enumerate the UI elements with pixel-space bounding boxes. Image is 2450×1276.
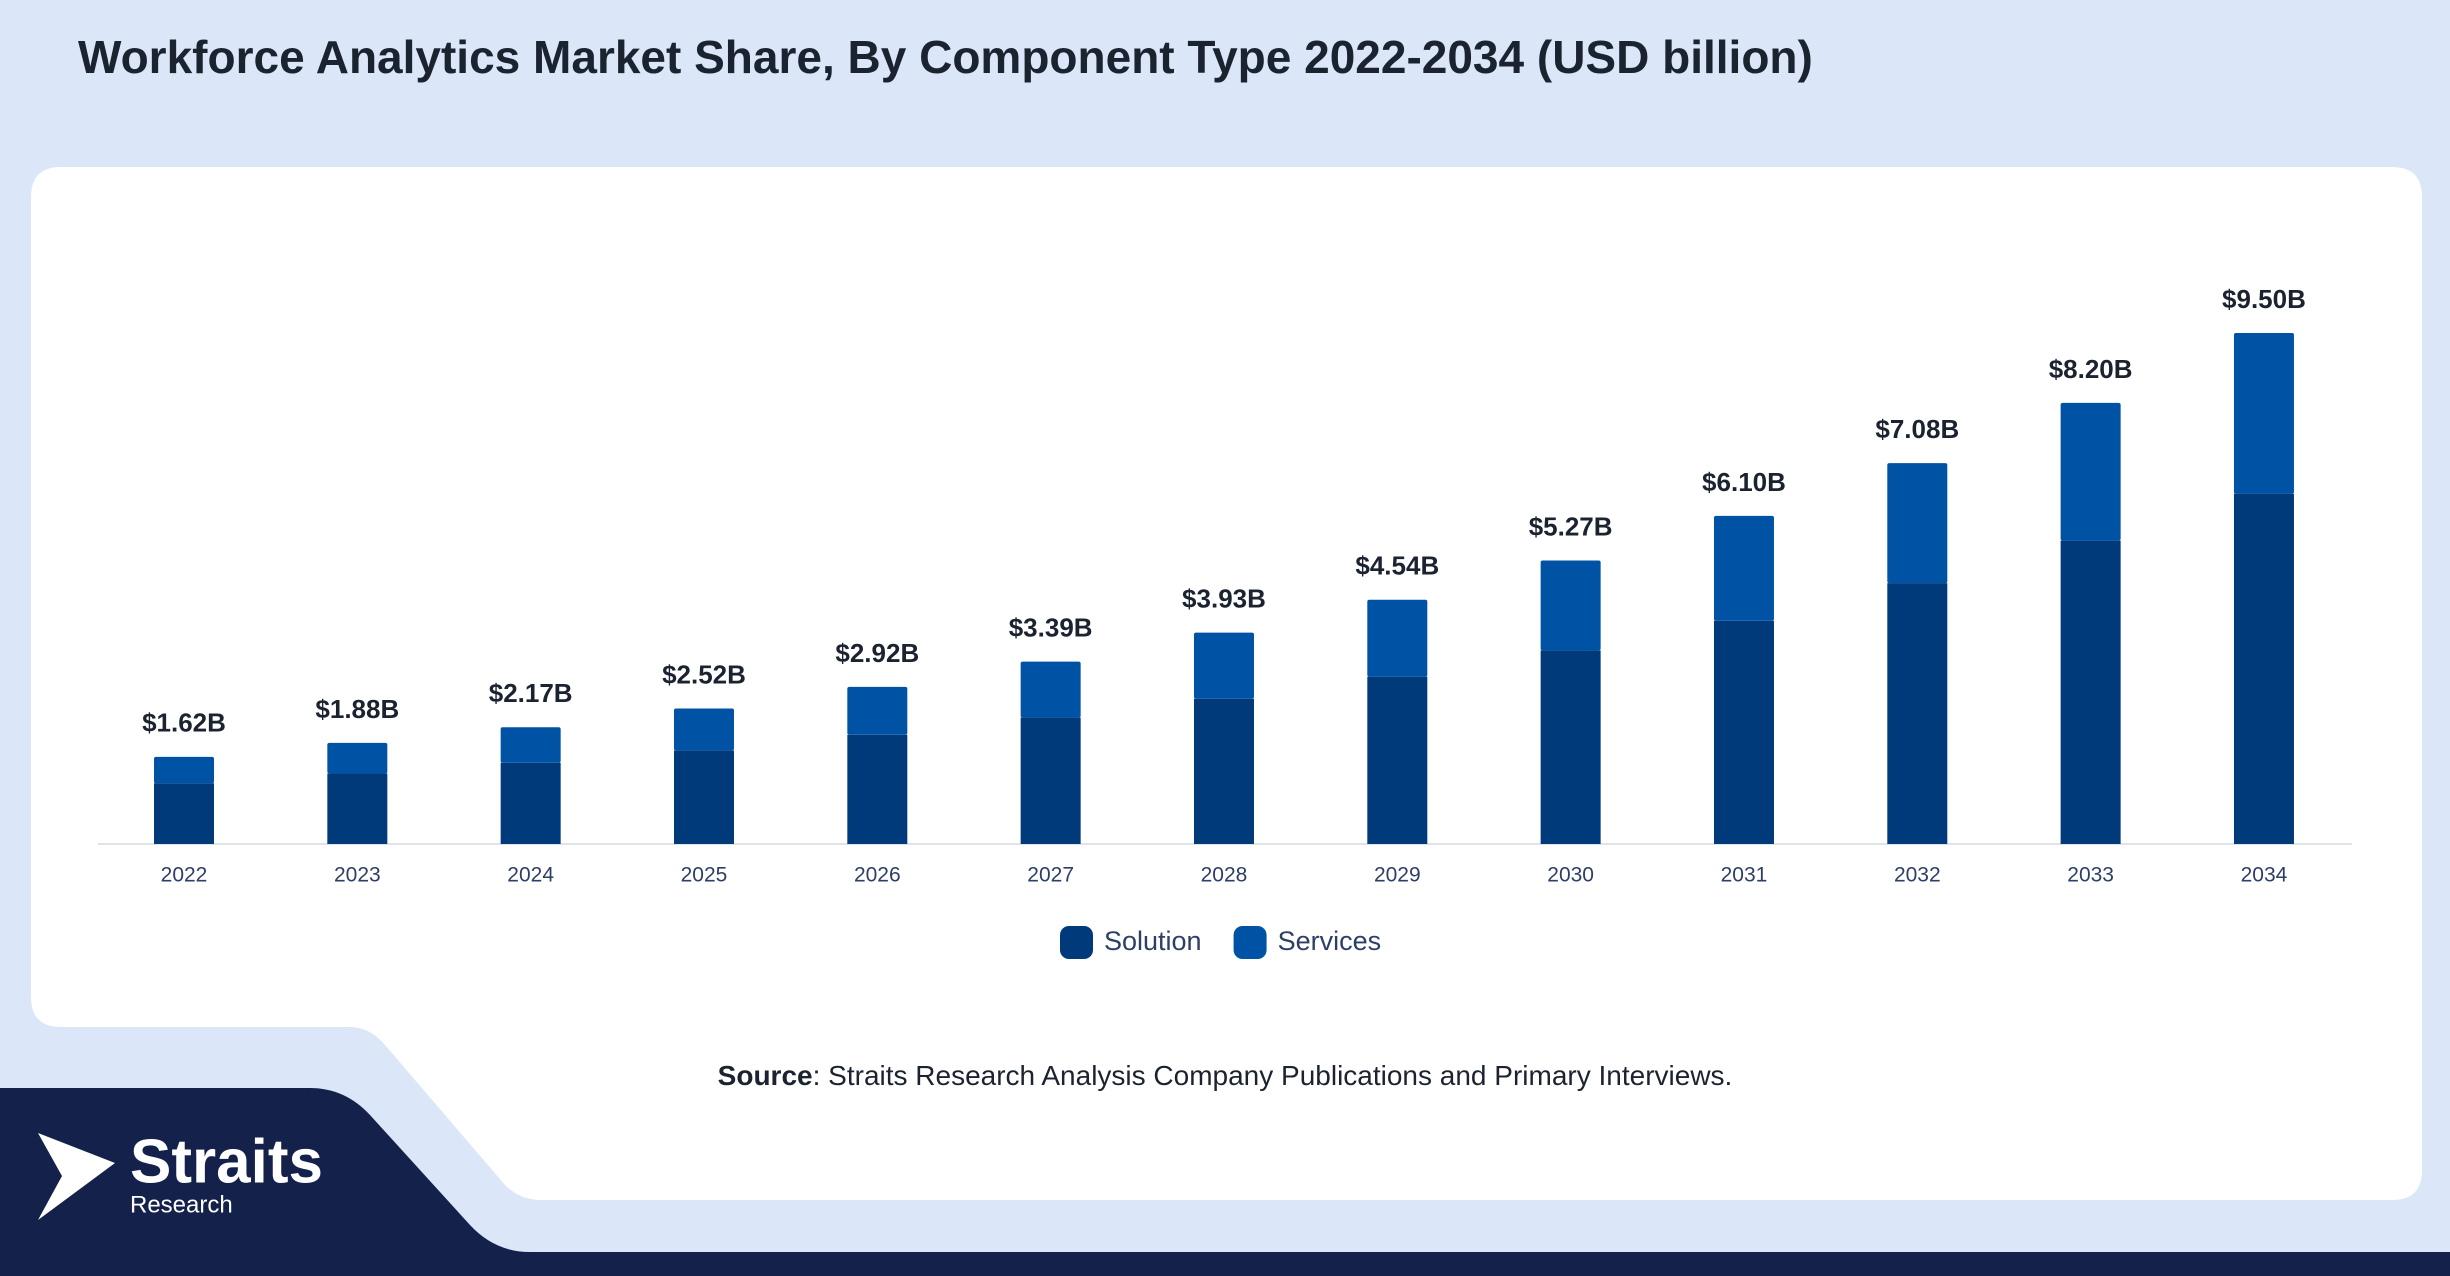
total-label: $6.10B xyxy=(1702,467,1786,497)
total-label: $1.62B xyxy=(142,708,226,738)
x-tick-label: 2031 xyxy=(1721,864,1768,887)
legend-label: Services xyxy=(1278,926,1382,956)
bar-segment xyxy=(1020,717,1081,844)
x-tick-label: 2025 xyxy=(681,864,728,887)
bar-segment xyxy=(327,773,388,844)
legend-swatch xyxy=(1060,926,1093,959)
bar-segment xyxy=(1713,620,1774,844)
bar-segment xyxy=(1367,599,1428,677)
total-label: $3.39B xyxy=(1009,613,1093,643)
bar-segment xyxy=(673,750,734,844)
bar-segment xyxy=(847,734,908,844)
bar-segment xyxy=(154,783,214,844)
total-label: $9.50B xyxy=(2222,284,2306,314)
bar-segment xyxy=(1713,515,1774,621)
bar-segment xyxy=(154,756,214,784)
bar-segment xyxy=(1887,583,1948,844)
bar-segment xyxy=(2060,402,2121,541)
bar-segment xyxy=(327,742,388,774)
footer-band xyxy=(0,1088,2450,1276)
bar-segment xyxy=(500,762,561,844)
bar-segment xyxy=(500,727,561,763)
logo-tagline: Research xyxy=(130,1191,233,1218)
bar-segment xyxy=(1193,698,1254,844)
x-tick-label: 2023 xyxy=(334,864,381,887)
bar-segment xyxy=(1193,632,1254,699)
source-text: : Straits Research Analysis Company Publ… xyxy=(813,1060,1733,1091)
x-tick-label: 2024 xyxy=(507,864,554,887)
x-tick-label: 2028 xyxy=(1201,864,1248,887)
bar-segment xyxy=(1020,661,1081,718)
total-label: $8.20B xyxy=(2049,354,2133,384)
x-tick-label: 2027 xyxy=(1027,864,1074,887)
bar-segment xyxy=(1367,676,1428,844)
x-tick-label: 2022 xyxy=(161,864,208,887)
x-tick-label: 2034 xyxy=(2241,864,2288,887)
bar-segment xyxy=(2060,540,2121,844)
x-tick-label: 2033 xyxy=(2067,864,2114,887)
total-label: $2.92B xyxy=(835,638,919,668)
bar-segment xyxy=(1540,560,1601,651)
x-tick-label: 2029 xyxy=(1374,864,1421,887)
bar-segment xyxy=(2233,493,2294,844)
legend-label: Solution xyxy=(1104,926,1202,956)
total-label: $7.08B xyxy=(1875,414,1959,444)
bar-segment xyxy=(1887,463,1948,584)
source-label: Source xyxy=(718,1060,813,1091)
total-label: $4.54B xyxy=(1355,551,1439,581)
bar-segment xyxy=(673,708,734,751)
x-tick-label: 2032 xyxy=(1894,864,1941,887)
total-label: $1.88B xyxy=(315,694,399,724)
source: Source: Straits Research Analysis Compan… xyxy=(718,1060,1733,1091)
chart-title: Workforce Analytics Market Share, By Com… xyxy=(78,31,1813,83)
bar-segment xyxy=(1540,650,1601,844)
x-tick-label: 2026 xyxy=(854,864,901,887)
total-label: $5.27B xyxy=(1529,511,1613,541)
logo-name: Straits xyxy=(130,1127,323,1196)
total-label: $2.52B xyxy=(662,659,746,689)
x-tick-label: 2030 xyxy=(1547,864,1594,887)
logo-mark xyxy=(38,1133,115,1220)
total-label: $2.17B xyxy=(489,678,573,708)
total-label: $3.93B xyxy=(1182,583,1266,613)
bar-segment xyxy=(847,686,908,735)
legend-swatch xyxy=(1233,926,1267,959)
bar-segment xyxy=(2233,333,2294,494)
